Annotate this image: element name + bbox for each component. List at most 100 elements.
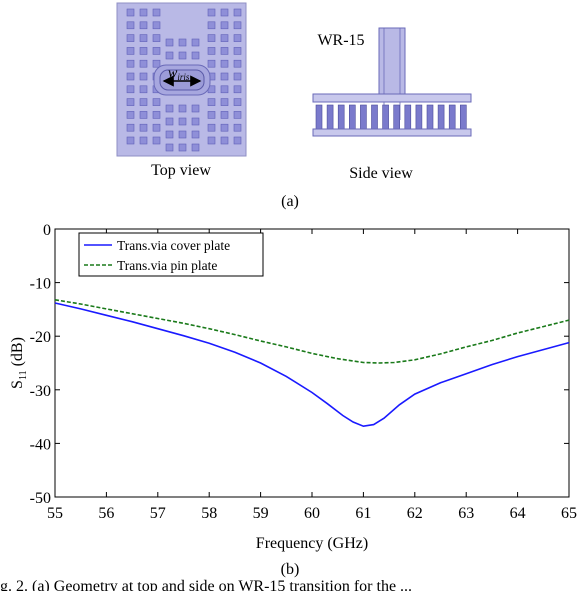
via-square — [165, 38, 174, 47]
via-square — [126, 47, 135, 55]
legend-label-cover-plate: Trans.via cover plate — [117, 238, 230, 253]
via-square — [178, 130, 187, 139]
via-square — [233, 85, 242, 94]
via-grid — [126, 8, 242, 152]
pin-row — [315, 104, 467, 130]
pin — [437, 104, 445, 130]
via-square — [178, 38, 187, 47]
y-tick-label: 0 — [43, 222, 51, 239]
via-square — [220, 123, 229, 132]
via-square — [233, 34, 242, 42]
x-tick-label: 61 — [355, 505, 371, 522]
pin — [459, 104, 467, 130]
panel-label-b: (b) — [281, 561, 300, 578]
s11-chart: 55 56 57 58 59 60 61 62 63 64 65 0 -10 -20 -30 -40 -50 T… — [9, 222, 577, 552]
pin — [315, 104, 323, 130]
pin — [393, 104, 401, 130]
via-square — [139, 21, 148, 30]
via-square — [126, 34, 135, 42]
via-square — [126, 111, 135, 119]
via-square — [207, 8, 216, 17]
pin — [404, 104, 412, 130]
via-square — [126, 59, 135, 68]
via-square — [126, 123, 135, 132]
via-square — [139, 136, 148, 145]
legend: Trans.via cover plate Trans.via pin plat… — [78, 232, 264, 277]
via-square — [126, 98, 135, 106]
via-square — [165, 51, 174, 60]
via-square — [233, 136, 242, 145]
via-square — [233, 21, 242, 30]
series-line-0 — [54, 302, 570, 428]
via-square — [152, 47, 161, 55]
via-square — [152, 59, 161, 68]
x-tick-label: 58 — [201, 505, 217, 522]
y-tick-label: -10 — [30, 276, 51, 293]
via-square — [220, 136, 229, 145]
pin — [415, 104, 423, 130]
via-square — [220, 59, 229, 68]
x-tick-label: 57 — [150, 505, 166, 522]
via-square — [191, 117, 200, 126]
via-square — [126, 21, 135, 30]
via-square — [126, 72, 135, 81]
pin — [426, 104, 434, 130]
via-square — [191, 104, 200, 113]
via-square — [233, 72, 242, 81]
legend-box — [78, 232, 264, 277]
legend-label-pin-plate: Trans.via pin plate — [117, 258, 217, 273]
base-plate — [312, 128, 472, 137]
pin — [382, 104, 389, 130]
via-square — [220, 72, 229, 81]
via-square — [220, 34, 229, 42]
via-square — [152, 136, 161, 145]
via-square — [152, 8, 161, 17]
series-line-1 — [54, 299, 570, 364]
via-square — [220, 111, 229, 119]
via-square — [139, 59, 148, 68]
via-square — [220, 98, 229, 106]
via-square — [126, 8, 135, 17]
via-square — [207, 123, 216, 132]
x-tick-label: 65 — [561, 505, 577, 522]
via-square — [220, 47, 229, 55]
pin — [348, 104, 356, 130]
via-square — [139, 85, 148, 94]
x-tick-label: 63 — [458, 505, 474, 522]
top-view-diagram: wiris — [116, 2, 247, 157]
via-square — [233, 59, 242, 68]
series-layer — [54, 299, 570, 428]
via-square — [178, 143, 187, 152]
pin — [360, 104, 367, 130]
via-square — [139, 98, 148, 106]
x-tick-label: 64 — [510, 505, 526, 522]
x-tick-label: 60 — [304, 505, 320, 522]
pin — [337, 104, 345, 130]
via-square — [207, 59, 216, 68]
via-square — [139, 34, 148, 42]
via-square — [191, 143, 200, 152]
figure-caption: g. 2. (a) Geometry at top and side on WR… — [0, 578, 412, 591]
pin — [448, 104, 456, 130]
y-tick-label: -30 — [30, 383, 51, 400]
y-axis-label: S11 (dB) — [9, 337, 29, 389]
x-tick-label: 55 — [47, 505, 63, 522]
x-tick-label: 59 — [253, 505, 269, 522]
via-square — [165, 130, 174, 139]
via-square — [207, 34, 216, 42]
via-square — [233, 123, 242, 132]
via-square — [165, 117, 174, 126]
via-square — [152, 98, 161, 106]
side-view-diagram — [312, 27, 472, 137]
via-square — [139, 111, 148, 119]
axis-ticks: 55 56 57 58 59 60 61 62 63 64 65 0 -10 -20 -30 -40 -50 — [30, 222, 577, 522]
pin — [326, 104, 334, 130]
via-square — [139, 72, 148, 81]
via-square — [178, 51, 187, 60]
cover-plate — [312, 93, 472, 103]
via-square — [126, 136, 135, 145]
via-square — [152, 34, 161, 42]
via-square — [139, 8, 148, 17]
x-tick-label: 56 — [98, 505, 114, 522]
x-axis-label: Frequency (GHz) — [256, 535, 368, 552]
